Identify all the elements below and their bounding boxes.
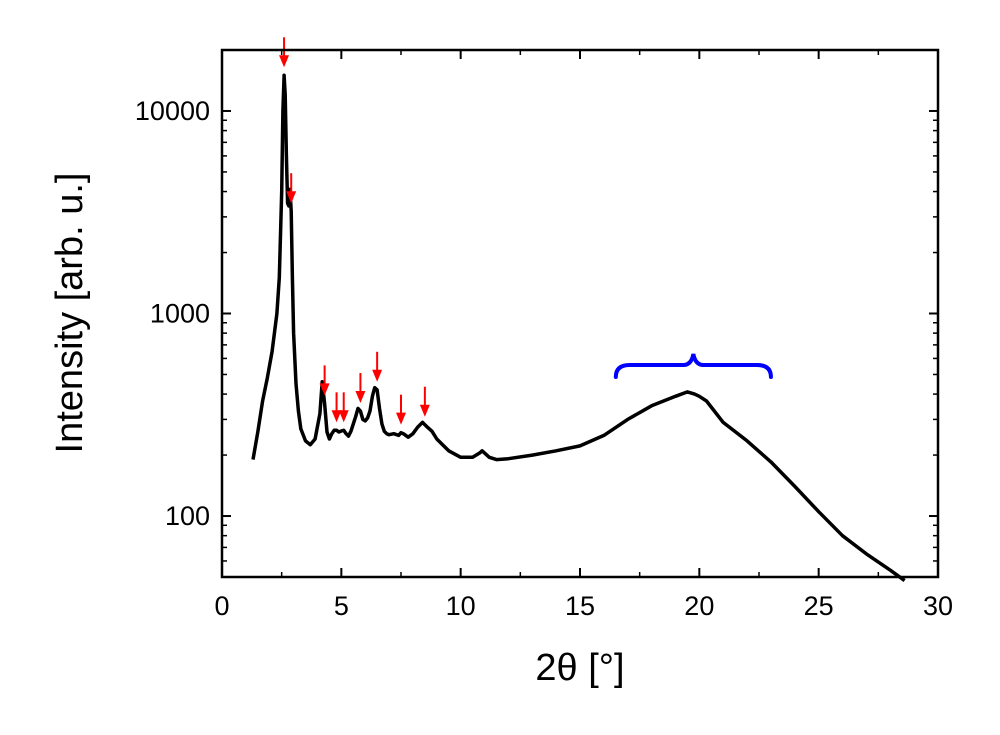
plot-area [251,37,906,583]
axis-ticks: 0 5 10 15 20 25 30 100 1000 10000 [135,50,953,621]
peak-marker-arrow [338,392,349,423]
peak-marker-arrow [279,37,290,68]
x-tick-label: 15 [565,591,595,621]
peak-marker-arrow [419,386,430,417]
plot-frame [220,48,940,579]
y-tick-label: 1000 [150,299,210,329]
peak-marker-arrow [355,373,366,404]
amorphous-halo-bracket [613,353,773,379]
peak-marker-arrow [372,351,383,382]
x-axis-title: 2θ [°] [535,647,624,689]
x-tick-label: 10 [446,591,476,621]
x-tick-label: 5 [334,591,349,621]
peak-marker-arrow [319,365,330,396]
peak-marker-arrow [331,392,342,423]
x-tick-label: 20 [684,591,714,621]
y-tick-label: 10000 [135,96,210,126]
peak-marker-arrow [286,173,297,204]
x-tick-label: 25 [804,591,834,621]
x-tick-label: 0 [214,591,229,621]
y-tick-label: 100 [165,501,210,531]
y-axis-title: Intensity [arb. u.] [49,173,91,454]
x-tick-label: 30 [923,591,953,621]
peak-marker-arrow [396,394,406,425]
xrd-pattern-line [251,73,906,583]
